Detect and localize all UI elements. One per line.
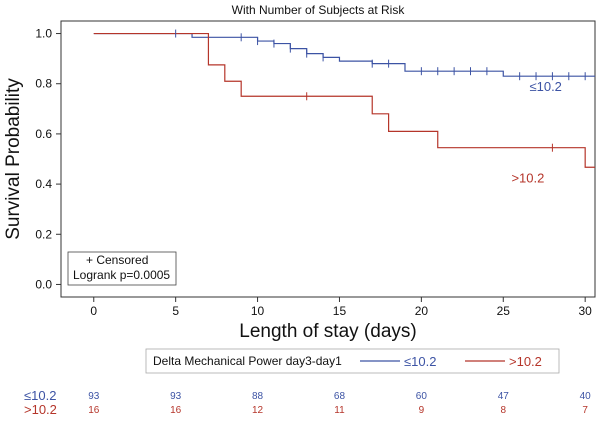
x-tick-label: 5 bbox=[172, 304, 179, 318]
x-axis: 0 5 10 15 20 25 30 bbox=[90, 297, 592, 318]
y-axis-label: Survival Probability bbox=[3, 78, 24, 240]
legend-item-label: >10.2 bbox=[509, 354, 542, 369]
risk-count: 88 bbox=[252, 391, 264, 402]
risk-count: 93 bbox=[88, 391, 100, 402]
series-line-low bbox=[93, 32, 595, 77]
logrank-label: Logrank p=0.0005 bbox=[73, 268, 170, 282]
series-line-high bbox=[93, 32, 595, 168]
series-end-label: >10.2 bbox=[511, 170, 544, 185]
y-axis: 0.0 0.2 0.4 0.6 0.8 1.0 bbox=[35, 27, 61, 291]
x-tick-label: 15 bbox=[333, 304, 347, 318]
series-end-label: ≤10.2 bbox=[529, 79, 561, 94]
chart-title: With Number of Subjects at Risk bbox=[232, 3, 406, 17]
risk-count: 16 bbox=[170, 405, 182, 416]
risk-count: 40 bbox=[580, 391, 592, 402]
risk-count: 68 bbox=[334, 391, 346, 402]
censored-label: + Censored bbox=[86, 253, 148, 267]
plot-frame bbox=[60, 20, 596, 298]
risk-count: 93 bbox=[170, 391, 182, 402]
censor-logrank-box: + Censored Logrank p=0.0005 bbox=[67, 251, 177, 286]
risk-row-label: ≤10.2 bbox=[24, 388, 56, 403]
series-layer bbox=[93, 32, 595, 168]
y-tick-label: 0.0 bbox=[35, 277, 52, 291]
y-tick-label: 0.2 bbox=[35, 227, 52, 241]
x-tick-label: 0 bbox=[90, 304, 97, 318]
risk-count: 47 bbox=[498, 391, 510, 402]
y-tick-label: 0.6 bbox=[35, 127, 52, 141]
risk-count: 16 bbox=[88, 405, 100, 416]
risk-count: 11 bbox=[334, 405, 345, 416]
censor-marks bbox=[175, 29, 586, 152]
risk-row-label: >10.2 bbox=[24, 402, 57, 417]
risk-count: 9 bbox=[419, 405, 425, 416]
legend-title: Delta Mechanical Power day3-day1 bbox=[153, 354, 342, 368]
risk-table: ≤10.2 93 93 88 68 60 47 40 >10.2 16 16 12 11 9 8 7 bbox=[24, 388, 591, 417]
risk-count: 60 bbox=[416, 391, 428, 402]
x-axis-label: Length of stay (days) bbox=[239, 321, 416, 342]
y-tick-label: 1.0 bbox=[35, 27, 52, 41]
y-tick-label: 0.8 bbox=[35, 77, 52, 91]
legend-item-label: ≤10.2 bbox=[404, 354, 436, 369]
x-tick-label: 10 bbox=[251, 304, 265, 318]
risk-count: 12 bbox=[252, 405, 264, 416]
series-end-labels: ≤10.2 >10.2 bbox=[511, 79, 561, 185]
x-tick-label: 20 bbox=[415, 304, 429, 318]
risk-count: 7 bbox=[582, 405, 588, 416]
inset-box-border bbox=[67, 251, 177, 286]
x-tick-label: 25 bbox=[497, 304, 511, 318]
x-tick-label: 30 bbox=[578, 304, 592, 318]
legend: Delta Mechanical Power day3-day1 ≤10.2 >1… bbox=[145, 348, 560, 374]
y-tick-label: 0.4 bbox=[35, 177, 52, 191]
risk-count: 8 bbox=[500, 405, 506, 416]
